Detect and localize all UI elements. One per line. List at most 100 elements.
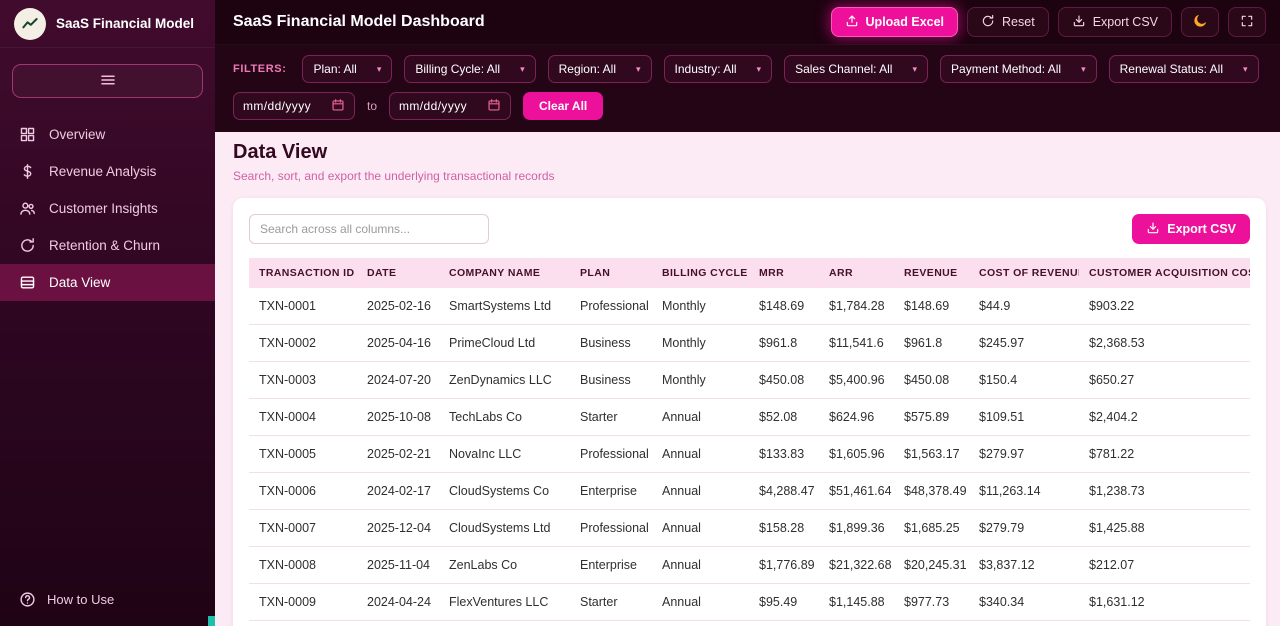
date-range-to-label: to	[367, 99, 378, 113]
table-cell: Monthly	[652, 288, 749, 325]
table-cell: TXN-0009	[249, 583, 357, 621]
table-export-csv-button[interactable]: Export CSV	[1132, 214, 1250, 244]
sidebar: SaaS Financial Model Overview Revenue An…	[0, 0, 215, 626]
table-cell: $5,400.96	[819, 361, 894, 399]
table-cell: 2024-02-17	[357, 472, 439, 510]
main-column: SaaS Financial Model Dashboard Upload Ex…	[215, 0, 1280, 626]
column-header[interactable]: TRANSACTION ID	[249, 258, 357, 288]
date-from-input[interactable]: mm/dd/yyyy	[233, 92, 355, 120]
filter-dropdown[interactable]: Renewal Status: All ▾	[1108, 55, 1259, 83]
filter-dropdown[interactable]: Region: All ▾	[547, 55, 652, 83]
chevron-down-icon: ▾	[376, 63, 382, 74]
sidebar-item[interactable]: Retention & Churn	[0, 227, 215, 264]
table-cell: $44.9	[969, 288, 1079, 325]
sidebar-collapse-button[interactable]	[12, 64, 203, 98]
table-cell: Annual	[652, 398, 749, 436]
date-to-input[interactable]: mm/dd/yyyy	[389, 92, 512, 120]
table-row: TXN-0002 2025-04-16 PrimeCloud Ltd Business…	[249, 324, 1250, 362]
filter-dropdown[interactable]: Payment Method: All ▾	[940, 55, 1097, 83]
chevron-down-icon: ▾	[520, 63, 525, 74]
table-cell: 2024-11-28	[357, 620, 439, 626]
sidebar-item-icon	[19, 163, 36, 180]
column-header[interactable]: ARR	[819, 258, 894, 288]
sidebar-item[interactable]: Customer Insights	[0, 190, 215, 227]
table-cell: ZenDynamics LLC	[439, 361, 570, 399]
table-cell: Annual	[652, 620, 749, 626]
column-header[interactable]: MRR	[749, 258, 819, 288]
theme-toggle-button[interactable]	[1181, 7, 1219, 37]
table-cell: $51,461.64	[819, 472, 894, 510]
table-cell: Professional	[570, 435, 652, 473]
table-cell: $279.79	[969, 509, 1079, 547]
column-header[interactable]: COST OF REVENUE	[969, 258, 1079, 288]
table-cell: CloudSystems Ltd	[439, 509, 570, 547]
table-cell: $781.22	[1079, 435, 1250, 473]
table-cell: TechLabs Co	[439, 398, 570, 436]
table-cell: $2,368.53	[1079, 324, 1250, 362]
sidebar-item-icon	[19, 200, 36, 217]
table-cell: $11,263.14	[969, 472, 1079, 510]
filter-dropdown[interactable]: Billing Cycle: All ▾	[404, 55, 536, 83]
search-input[interactable]	[249, 214, 489, 244]
logo-text: SaaS Financial Model	[56, 16, 195, 31]
column-header[interactable]: DATE	[357, 258, 439, 288]
table-cell: 2024-07-20	[357, 361, 439, 399]
filter-dropdown[interactable]: Industry: All ▾	[663, 55, 773, 83]
filter-dropdown-value: Industry: All	[674, 62, 737, 76]
table-cell: Enterprise	[570, 472, 652, 510]
sidebar-item-icon	[19, 274, 36, 291]
table-cell: $109.51	[969, 398, 1079, 436]
filter-dropdown-value: Payment Method: All	[951, 62, 1062, 76]
app-logo: SaaS Financial Model	[0, 0, 215, 48]
table-cell: Starter	[570, 398, 652, 436]
table-cell: NovaInc LLC	[439, 435, 570, 473]
sidebar-item[interactable]: Overview	[0, 116, 215, 153]
logo-icon	[14, 7, 46, 40]
table-cell: $4,288.47	[749, 472, 819, 510]
column-header[interactable]: REVENUE	[894, 258, 969, 288]
column-header[interactable]: CUSTOMER ACQUISITION COST	[1079, 258, 1250, 288]
table-row: TXN-0003 2024-07-20 ZenDynamics LLC Busines…	[249, 361, 1250, 399]
table-cell: Starter	[570, 620, 652, 626]
table-cell: $1,685.25	[894, 509, 969, 547]
sidebar-item[interactable]: Data View	[0, 264, 215, 301]
table-cell: TXN-0008	[249, 546, 357, 584]
table-cell: TXN-0006	[249, 472, 357, 510]
table-cell: $148.69	[894, 288, 969, 325]
table-cell: TXN-0007	[249, 509, 357, 547]
fullscreen-icon	[1240, 14, 1254, 31]
filter-dropdown[interactable]: Plan: All ▾	[302, 55, 393, 83]
table-cell: Business	[570, 324, 652, 362]
sidebar-item[interactable]: Revenue Analysis	[0, 153, 215, 190]
clear-all-button[interactable]: Clear All	[523, 92, 604, 120]
table-cell: $961.8	[749, 324, 819, 362]
table-cell: Annual	[652, 435, 749, 473]
table-cell: $133.83	[749, 435, 819, 473]
reset-button[interactable]: Reset	[967, 7, 1049, 37]
table-cell: $245.97	[969, 324, 1079, 362]
sidebar-item-label: Data View	[49, 275, 111, 290]
chevron-down-icon: ▾	[912, 63, 918, 74]
table-cell: $650.27	[1079, 361, 1250, 399]
table-cell: $582.76	[819, 620, 894, 626]
filters-row-dropdowns: FILTERS: Plan: All ▾ Billing Cycle: All …	[233, 55, 1262, 83]
upload-excel-button[interactable]: Upload Excel	[830, 7, 959, 37]
table-row: TXN-0009 2024-04-24 FlexVentures LLC Starte…	[249, 583, 1250, 621]
column-header[interactable]: COMPANY NAME	[439, 258, 570, 288]
chevron-down-icon: ▾	[1081, 63, 1086, 74]
scrollbar-thumb[interactable]	[208, 616, 215, 626]
column-header[interactable]: BILLING CYCLE	[652, 258, 749, 288]
column-header[interactable]: PLAN	[570, 258, 652, 288]
table-cell: $21,322.68	[819, 546, 894, 584]
table-cell: Starter	[570, 583, 652, 621]
table-cell: $3,837.12	[969, 546, 1079, 584]
how-to-use-link[interactable]: How to Use	[0, 577, 215, 626]
table-cell: $95.49	[749, 583, 819, 621]
fullscreen-button[interactable]	[1228, 7, 1266, 37]
upload-excel-label: Upload Excel	[865, 15, 945, 29]
table-row: TXN-0006 2024-02-17 CloudSystems Co Enterpr…	[249, 472, 1250, 510]
table-cell: Professional	[570, 509, 652, 547]
filter-dropdown[interactable]: Sales Channel: All ▾	[784, 55, 929, 83]
export-csv-button[interactable]: Export CSV	[1057, 7, 1172, 37]
filter-dropdown-value: Region: All	[558, 62, 616, 76]
